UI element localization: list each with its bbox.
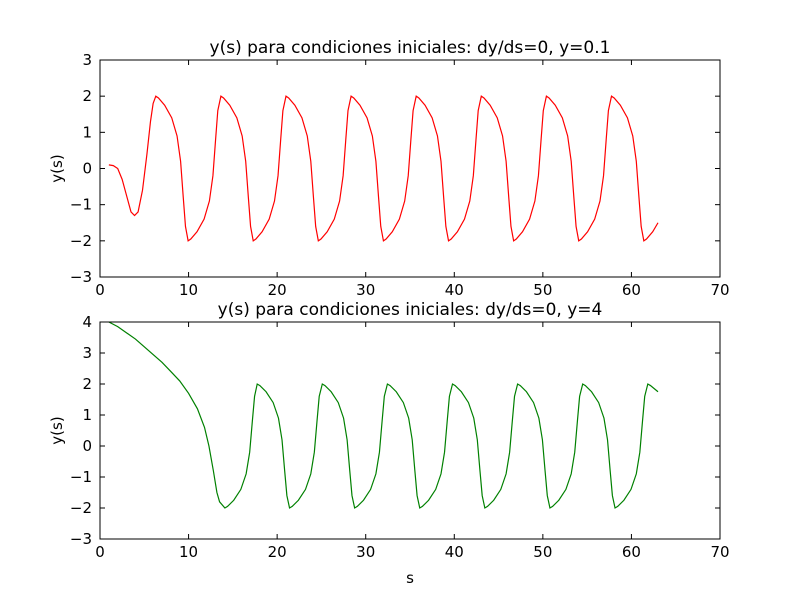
y-tick-label: −2	[70, 232, 92, 250]
x-tick-label: 20	[268, 543, 287, 561]
y-axis-label: y(s)	[48, 154, 66, 182]
plot-area	[100, 60, 720, 277]
y-tick-label: −3	[70, 268, 92, 286]
y-tick-label: −1	[70, 196, 92, 214]
y-tick-label: 3	[82, 51, 92, 69]
x-tick-label: 70	[710, 543, 729, 561]
y-tick-label: 1	[82, 123, 92, 141]
plot-area	[100, 322, 720, 539]
chart-title: y(s) para condiciones iniciales: dy/ds=0…	[210, 38, 611, 58]
x-tick-label: 10	[179, 281, 198, 299]
y-tick-label: 1	[82, 406, 92, 424]
x-tick-label: 10	[179, 543, 198, 561]
x-tick-label: 50	[533, 543, 552, 561]
x-tick-label: 60	[622, 281, 641, 299]
x-tick-label: 0	[95, 281, 105, 299]
x-tick-label: 20	[268, 281, 287, 299]
y-tick-label: 0	[82, 160, 92, 178]
y-tick-label: −2	[70, 499, 92, 517]
x-tick-label: 30	[356, 281, 375, 299]
x-tick-label: 50	[533, 281, 552, 299]
y-tick-label: −1	[70, 468, 92, 486]
data-line	[108, 95, 659, 242]
y-tick-label: 2	[82, 87, 92, 105]
chart-title: y(s) para condiciones iniciales: dy/ds=0…	[218, 300, 603, 320]
y-tick-label: 4	[82, 313, 92, 331]
x-axis-label: s	[406, 569, 414, 587]
axes-frame	[99, 321, 721, 540]
x-tick-label: 40	[445, 281, 464, 299]
x-tick-label: 0	[95, 543, 105, 561]
y-tick-label: 3	[82, 344, 92, 362]
x-tick-label: 40	[445, 543, 464, 561]
y-tick-label: 0	[82, 437, 92, 455]
x-tick-label: 60	[622, 543, 641, 561]
y-axis-label: y(s)	[48, 416, 66, 444]
x-tick-label: 30	[356, 543, 375, 561]
x-tick-label: 70	[710, 281, 729, 299]
y-tick-label: −3	[70, 530, 92, 548]
y-tick-label: 2	[82, 375, 92, 393]
data-line	[108, 321, 659, 509]
